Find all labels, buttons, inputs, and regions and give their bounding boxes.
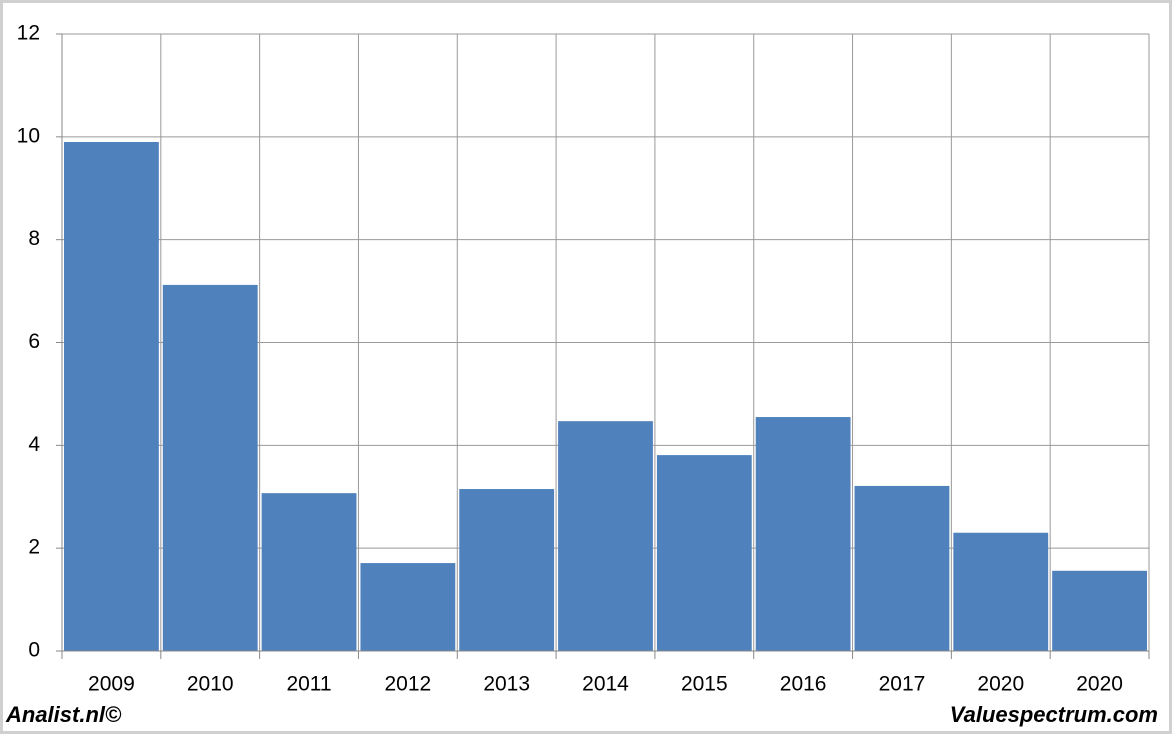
x-tick-label: 2016 <box>780 673 827 696</box>
x-tick-label: 2012 <box>385 673 432 696</box>
x-tick-label: 2017 <box>879 673 926 696</box>
bar <box>854 485 950 651</box>
bar <box>953 532 1049 651</box>
bar <box>656 455 752 651</box>
x-tick-label: 2013 <box>483 673 530 696</box>
x-tick-label: 2010 <box>187 673 234 696</box>
bar <box>459 489 555 651</box>
x-tick-label: 2014 <box>582 673 629 696</box>
bar <box>261 493 357 651</box>
x-tick-label: 2020 <box>1076 673 1123 696</box>
y-tick-label: 0 <box>28 639 40 662</box>
y-tick-label: 8 <box>28 227 40 250</box>
footer-right: Valuespectrum.com <box>950 702 1158 727</box>
x-tick-label: 2009 <box>88 673 135 696</box>
y-tick-label: 2 <box>28 536 40 559</box>
bar <box>755 417 851 651</box>
bar <box>360 563 456 651</box>
x-tick-label: 2020 <box>977 673 1024 696</box>
bar <box>558 421 653 651</box>
y-tick-label: 6 <box>28 330 40 353</box>
y-tick-label: 10 <box>17 124 40 147</box>
x-tick-label: 2015 <box>681 673 728 696</box>
bar <box>162 284 258 651</box>
x-tick-label: 2011 <box>286 673 331 696</box>
bar <box>64 141 159 651</box>
footer-left: Analist.nl© <box>5 702 122 727</box>
bar <box>1052 570 1147 651</box>
y-tick-label: 4 <box>28 433 40 456</box>
y-tick-label: 12 <box>17 22 40 45</box>
